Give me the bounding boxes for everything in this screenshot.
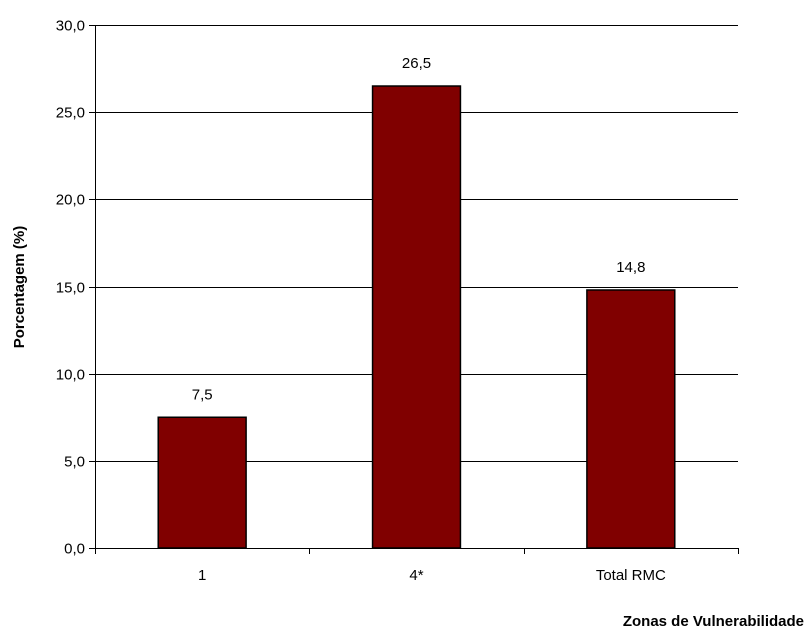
y-tick-label: 30,0 [56,18,85,35]
axes [89,25,739,554]
data-label: 14,8 [616,259,645,276]
y-axis-title: Porcentagem (%) [11,226,28,349]
x-tick-labels: 1 4* Total RMC [198,567,666,584]
x-tick-label: Total RMC [596,567,666,584]
x-tick-label: 4* [409,567,423,584]
data-label: 26,5 [402,55,431,72]
x-tick-label: 1 [198,567,206,584]
y-tick-label: 20,0 [56,192,85,209]
data-label: 7,5 [192,386,213,403]
bar [157,416,247,549]
y-tick-label: 10,0 [56,367,85,384]
x-axis-title: Zonas de Vulnerabilidade [623,613,804,630]
y-tick-labels: 0,0 5,0 10,0 15,0 20,0 25,0 30,0 [56,18,85,558]
bar [586,289,676,549]
y-tick-label: 5,0 [64,454,85,471]
y-tick-label: 0,0 [64,541,85,558]
y-tick-label: 25,0 [56,105,85,122]
bar [371,85,462,549]
data-labels: 7,5 26,5 14,8 [192,55,646,403]
bars [157,85,676,549]
y-tick-label: 15,0 [56,280,85,297]
